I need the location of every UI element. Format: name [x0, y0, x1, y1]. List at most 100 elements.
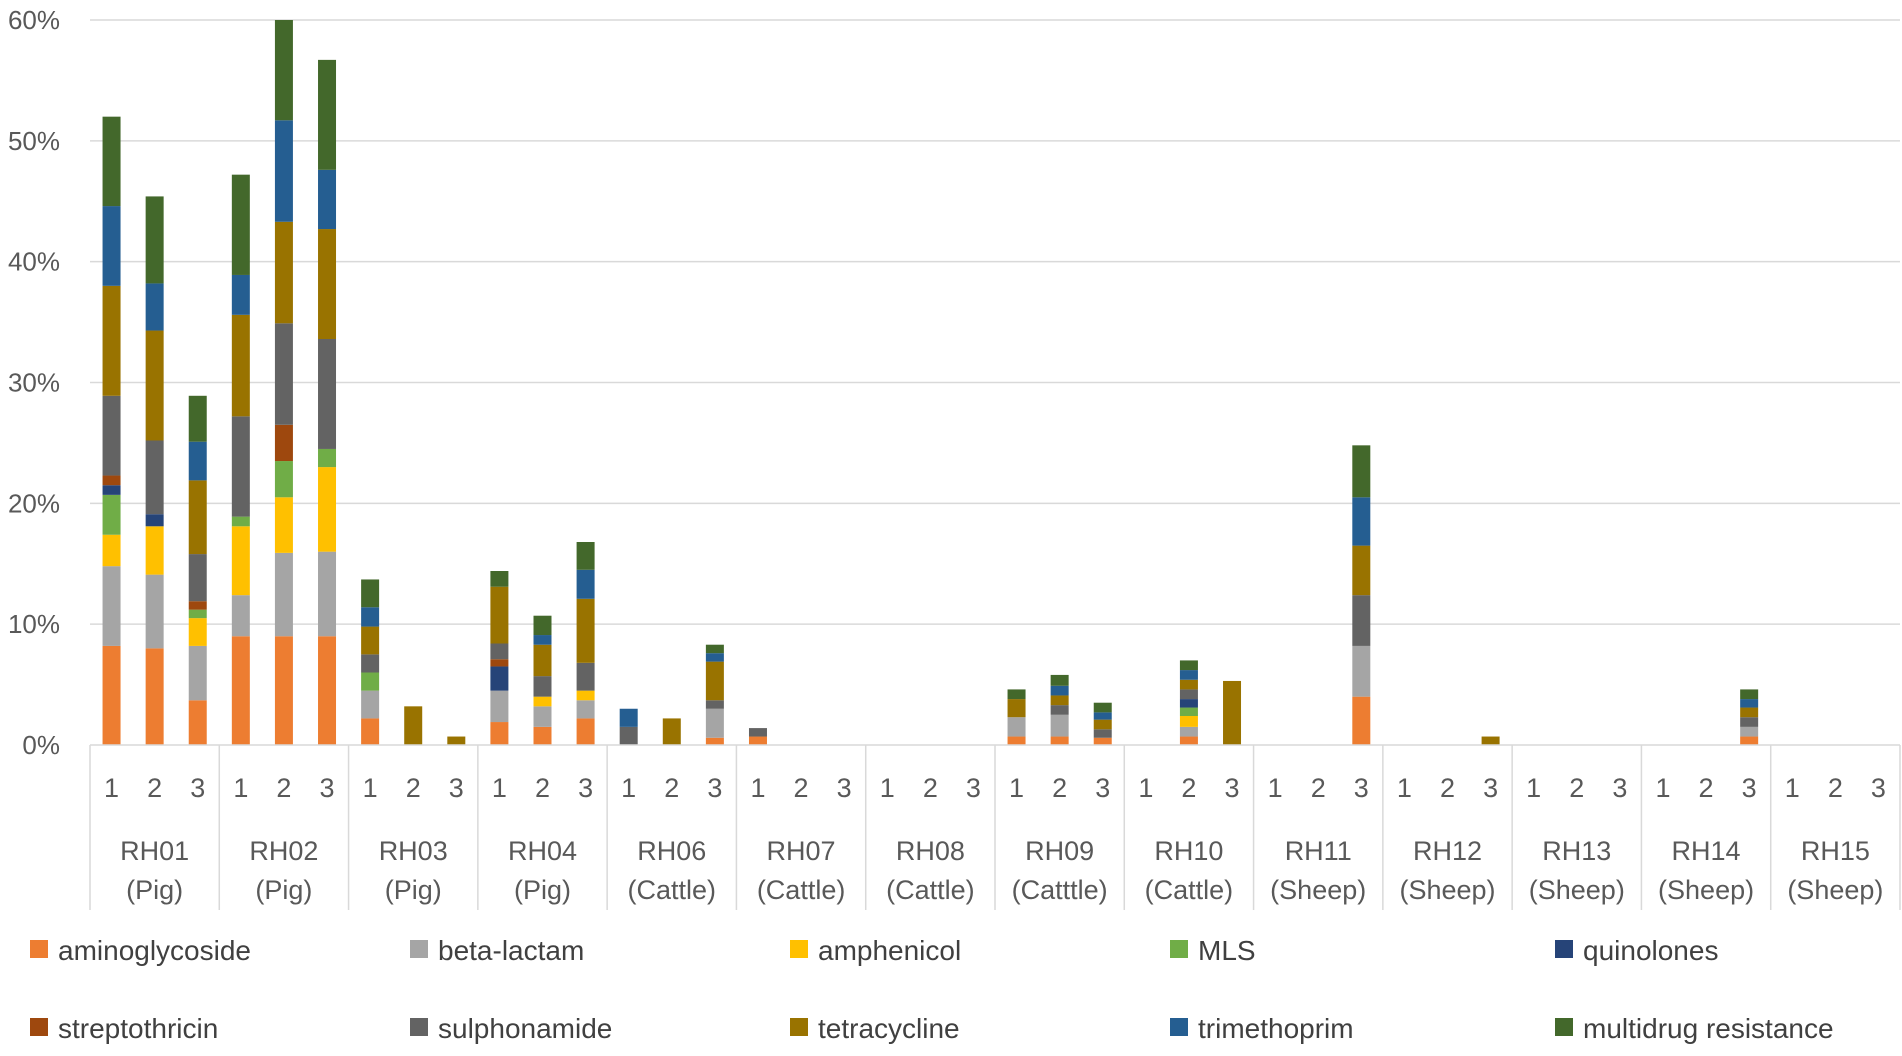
group-label-line2: (Cattle)	[628, 875, 717, 905]
bar-segment-beta-lactam-RH01-3	[188, 645, 207, 701]
replicate-label: 1	[492, 773, 507, 803]
bar-segment-sulphonamide-RH09-2	[1050, 705, 1069, 715]
bar-segment-aminoglycoside-RH04-1	[490, 722, 509, 745]
bar-segment-multidrug-resistance-RH14-3	[1740, 689, 1759, 700]
replicate-label: 3	[1742, 773, 1757, 803]
gridlines	[90, 19, 1900, 625]
bar-segment-beta-lactam-RH09-2	[1050, 714, 1069, 737]
bar-segment-trimethoprim-RH09-3	[1093, 712, 1112, 720]
replicate-label: 3	[707, 773, 722, 803]
replicate-label: 3	[1612, 773, 1627, 803]
bar-segment-aminoglycoside-RH09-3	[1093, 737, 1112, 745]
replicate-label: 2	[276, 773, 291, 803]
bar-segment-amphenicol-RH01-1	[102, 534, 121, 567]
bar-segment-multidrug-resistance-RH10-2	[1179, 660, 1198, 671]
bar-segment-sulphonamide-RH06-1	[619, 726, 638, 745]
bar-segment-tetracycline-RH10-2	[1179, 679, 1198, 690]
legend-swatch	[790, 1018, 808, 1036]
replicate-label: 3	[1871, 773, 1886, 803]
bar-segment-tetracycline-RH03-2	[404, 706, 423, 745]
replicate-label: 2	[406, 773, 421, 803]
bar-segment-MLS-RH03-1	[361, 672, 380, 691]
bar-segment-tetracycline-RH11-3	[1352, 545, 1371, 596]
legend-swatch	[410, 1018, 428, 1036]
bar-segment-amphenicol-RH04-2	[533, 696, 552, 707]
legend: aminoglycoside beta-lactam amphenicol MLS qu…	[30, 935, 1834, 1044]
replicate-label: 3	[1095, 773, 1110, 803]
bar-segment-tetracycline-RH04-2	[533, 644, 552, 677]
bar-segment-beta-lactam-RH01-1	[102, 566, 121, 646]
replicate-label: 3	[578, 773, 593, 803]
bar-segment-tetracycline-RH04-1	[490, 586, 509, 644]
legend-label: quinolones	[1583, 935, 1718, 966]
bar-segment-sulphonamide-RH02-2	[274, 323, 293, 425]
replicate-label: 1	[1138, 773, 1153, 803]
replicate-label: 3	[320, 773, 335, 803]
legend-label: trimethoprim	[1198, 1013, 1354, 1044]
bar-segment-tetracycline-RH09-2	[1050, 695, 1069, 706]
bar-segment-sulphonamide-RH14-3	[1740, 717, 1759, 727]
bar-segment-quinolones-RH04-1	[490, 666, 509, 691]
y-tick-label: 60%	[8, 5, 60, 35]
bar-segment-beta-lactam-RH06-3	[705, 708, 724, 738]
legend-label: aminoglycoside	[58, 935, 251, 966]
legend-label: MLS	[1198, 935, 1256, 966]
replicate-label: 3	[966, 773, 981, 803]
replicate-label: 3	[190, 773, 205, 803]
bar-segment-tetracycline-RH02-3	[318, 229, 337, 339]
replicate-label: 2	[1828, 773, 1843, 803]
bar-segment-aminoglycoside-RH01-2	[145, 648, 164, 745]
bar-segment-multidrug-resistance-RH04-3	[576, 542, 595, 570]
replicate-label: 2	[794, 773, 809, 803]
group-label-line2: (Cattle)	[886, 875, 975, 905]
replicate-label: 2	[664, 773, 679, 803]
bar-segment-aminoglycoside-RH11-3	[1352, 696, 1371, 745]
bar-segment-sulphonamide-RH01-1	[102, 395, 121, 476]
bar-segment-sulphonamide-RH09-3	[1093, 729, 1112, 738]
bar-segment-quinolones-RH10-2	[1179, 699, 1198, 708]
bar-segment-trimethoprim-RH01-2	[145, 283, 164, 331]
replicate-label: 2	[1440, 773, 1455, 803]
bar-segment-tetracycline-RH10-3	[1223, 680, 1242, 745]
group-label-line1: RH03	[379, 836, 448, 866]
bar-segment-amphenicol-RH10-2	[1179, 716, 1198, 727]
y-tick-label: 40%	[8, 247, 60, 277]
replicate-label: 2	[1052, 773, 1067, 803]
bar-segment-trimethoprim-RH04-2	[533, 635, 552, 645]
y-tick-label: 20%	[8, 488, 60, 518]
bar-segment-trimethoprim-RH03-1	[361, 607, 380, 627]
replicate-label: 3	[1483, 773, 1498, 803]
bar-segment-quinolones-RH01-1	[102, 485, 121, 495]
bar-segment-sulphonamide-RH07-1	[748, 728, 767, 737]
bar-segment-amphenicol-RH01-2	[145, 526, 164, 575]
y-axis: 0% 10% 20% 30% 40% 50% 60%	[8, 5, 60, 760]
bar-segment-aminoglycoside-RH02-1	[231, 636, 250, 745]
group-label-line1: RH08	[896, 836, 965, 866]
replicate-label: 2	[1181, 773, 1196, 803]
legend-label: multidrug resistance	[1583, 1013, 1834, 1044]
group-label-line2: (Cattle)	[1145, 875, 1234, 905]
bar-segment-trimethoprim-RH09-2	[1050, 685, 1069, 696]
bar-segment-multidrug-resistance-RH04-2	[533, 615, 552, 636]
bar-segment-beta-lactam-RH04-2	[533, 706, 552, 727]
legend-swatch	[1555, 1018, 1573, 1036]
replicate-label: 2	[147, 773, 162, 803]
bar-segment-amphenicol-RH01-3	[188, 618, 207, 646]
legend-swatch	[1170, 940, 1188, 958]
bar-segment-tetracycline-RH09-3	[1093, 719, 1112, 730]
bar-segment-beta-lactam-RH11-3	[1352, 645, 1371, 697]
group-label-line2: (Cattle)	[757, 875, 846, 905]
bar-segment-tetracycline-RH09-1	[1007, 699, 1026, 718]
bar-segment-beta-lactam-RH14-3	[1740, 726, 1759, 737]
legend-swatch	[790, 940, 808, 958]
replicate-label: 2	[1569, 773, 1584, 803]
bar-segment-aminoglycoside-RH06-3	[705, 737, 724, 745]
bar-segment-multidrug-resistance-RH02-3	[318, 59, 337, 170]
group-label-line2: (Sheep)	[1529, 875, 1625, 905]
replicate-label: 3	[1354, 773, 1369, 803]
bar-segment-sulphonamide-RH11-3	[1352, 595, 1371, 646]
bar-segment-multidrug-resistance-RH01-3	[188, 395, 207, 442]
bar-segment-tetracycline-RH04-3	[576, 598, 595, 663]
replicate-label: 1	[233, 773, 248, 803]
group-label-line1: RH04	[508, 836, 577, 866]
